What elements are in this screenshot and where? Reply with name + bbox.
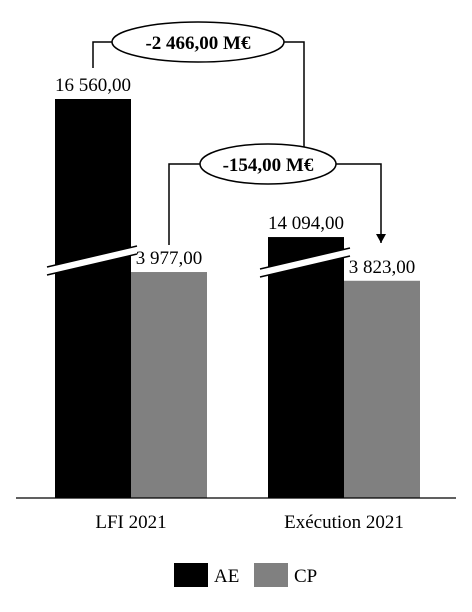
annotation-label-2: -154,00 M€ bbox=[223, 155, 314, 176]
axis-break-1 bbox=[47, 246, 137, 275]
bar-ae-2 bbox=[268, 237, 344, 498]
bars-layer bbox=[55, 99, 420, 498]
bar-ae-1 bbox=[55, 99, 131, 498]
annotation-arrow-2 bbox=[376, 234, 386, 243]
x-tick-label-1: LFI 2021 bbox=[95, 512, 166, 533]
bar-cp-2 bbox=[344, 280, 420, 498]
category-labels-layer: LFI 2021 Exécution 2021 bbox=[95, 512, 404, 533]
legend-swatch-ae bbox=[174, 563, 208, 587]
axis-break-line-top-1 bbox=[46, 245, 138, 268]
axis-break-layer bbox=[46, 245, 351, 278]
annotations-layer: -2 466,00 M€ -154,00 M€ bbox=[92, 21, 386, 245]
x-tick-label-2: Exécution 2021 bbox=[284, 512, 404, 533]
value-labels-layer: 16 560,00 14 094,00 3 977,00 3 823,00 bbox=[55, 75, 415, 278]
annotation-label-1: -2 466,00 M€ bbox=[145, 33, 251, 54]
annotation-ellipse-2 bbox=[199, 143, 337, 185]
bar-cp-1 bbox=[131, 272, 207, 498]
annotation-connector-1 bbox=[92, 41, 305, 176]
value-label-cp-2: 3 823,00 bbox=[349, 257, 416, 278]
legend-label-cp: CP bbox=[294, 566, 317, 587]
annotation-connector-2 bbox=[168, 163, 382, 245]
axis-break-line-top-2 bbox=[259, 247, 351, 270]
value-label-cp-1: 3 977,00 bbox=[136, 248, 203, 269]
value-label-ae-1: 16 560,00 bbox=[55, 75, 131, 96]
value-label-ae-2: 14 094,00 bbox=[268, 213, 344, 234]
annotation-ellipse-1 bbox=[111, 21, 285, 63]
axis-break-line-bottom-1 bbox=[46, 253, 138, 276]
legend-label-ae: AE bbox=[214, 566, 239, 587]
axis-break-2 bbox=[260, 248, 350, 277]
legend: AE CP bbox=[174, 563, 317, 587]
axis-break-line-bottom-2 bbox=[259, 255, 351, 278]
legend-swatch-cp bbox=[254, 563, 288, 587]
